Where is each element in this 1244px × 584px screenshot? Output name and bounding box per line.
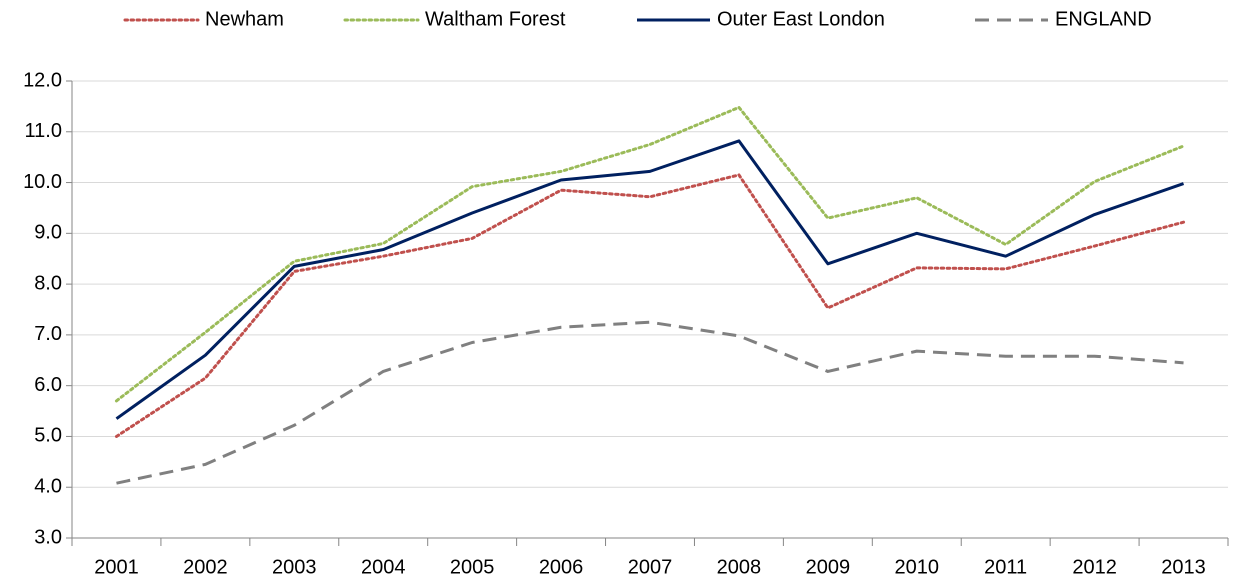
x-tick-label: 2003 xyxy=(272,556,317,578)
series-line xyxy=(116,320,1184,485)
legend-label: Newham xyxy=(205,8,284,30)
x-tick-label: 2010 xyxy=(895,556,940,578)
x-tick-label: 2001 xyxy=(94,556,139,578)
x-tick-label: 2008 xyxy=(717,556,762,578)
x-tick-label: 2005 xyxy=(450,556,495,578)
legend-label: Waltham Forest xyxy=(425,8,566,30)
y-tick-label: 8.0 xyxy=(34,272,62,294)
series-line xyxy=(114,173,1186,438)
x-tick-label: 2007 xyxy=(628,556,673,578)
y-tick-label: 3.0 xyxy=(34,526,62,548)
x-tick-label: 2012 xyxy=(1072,556,1117,578)
x-tick-label: 2002 xyxy=(183,556,228,578)
y-tick-label: 4.0 xyxy=(34,476,62,498)
y-tick-label: 6.0 xyxy=(34,374,62,396)
x-tick-label: 2009 xyxy=(806,556,851,578)
x-tick-label: 2006 xyxy=(539,556,584,578)
legend-label: Outer East London xyxy=(717,8,885,30)
x-tick-label: 2004 xyxy=(361,556,406,578)
y-tick-label: 7.0 xyxy=(34,323,62,345)
y-tick-label: 9.0 xyxy=(34,222,62,244)
series-line xyxy=(114,105,1186,403)
legend-label: ENGLAND xyxy=(1055,8,1152,30)
y-tick-label: 12.0 xyxy=(23,69,62,91)
x-tick-label: 2013 xyxy=(1161,556,1206,578)
y-tick-label: 11.0 xyxy=(25,120,62,142)
series-line xyxy=(115,139,1185,420)
x-tick-label: 2011 xyxy=(984,556,1027,578)
y-tick-label: 10.0 xyxy=(23,171,62,193)
y-tick-label: 5.0 xyxy=(34,425,62,447)
